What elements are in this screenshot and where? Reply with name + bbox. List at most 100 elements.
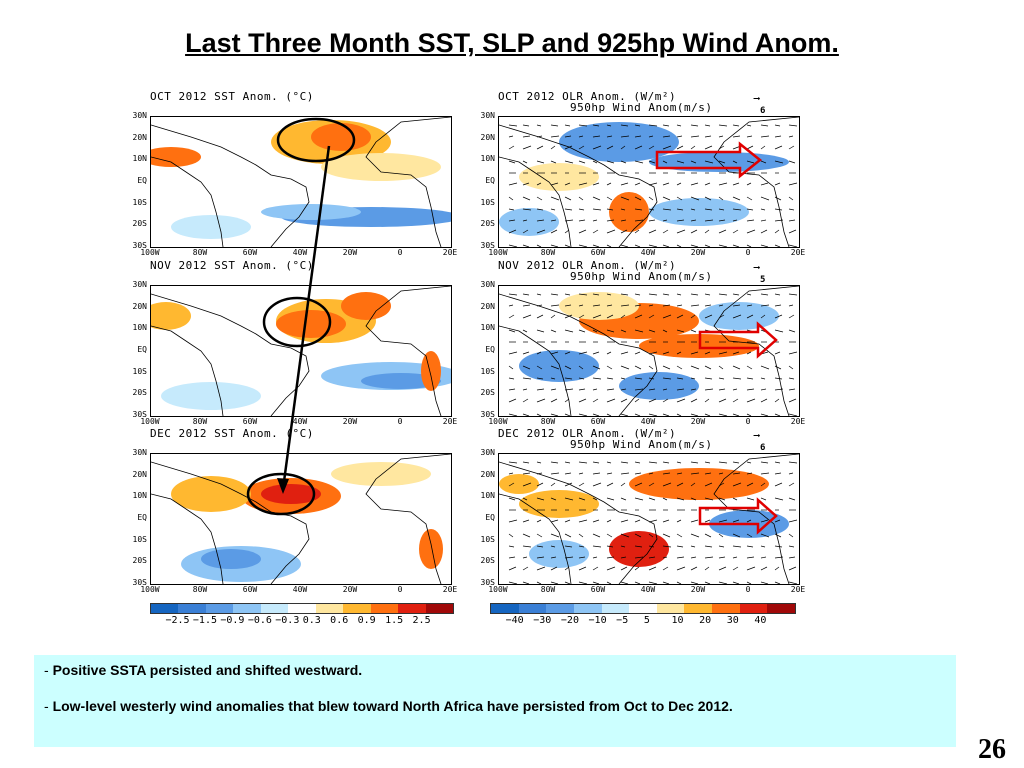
wind-vector <box>536 581 542 584</box>
wind-vector <box>648 413 658 416</box>
wind-vector <box>522 160 528 164</box>
wind-vector <box>774 182 781 186</box>
olr-panel-title: NOV 2012 OLR Anom. (W/m²) <box>498 259 677 272</box>
olr-lon-label: 40W <box>640 248 656 257</box>
wind-vector <box>662 208 672 211</box>
wind-vector <box>634 145 643 150</box>
wind-vector <box>606 388 615 391</box>
sst-lon-label: 100W <box>140 417 160 426</box>
wind-vector <box>634 219 644 222</box>
wind-vector <box>760 566 768 571</box>
wind-vector <box>550 329 557 333</box>
wind-vector <box>634 351 641 355</box>
wind-vector <box>676 304 683 307</box>
wind-vector <box>564 388 574 391</box>
wind-vector <box>676 472 683 475</box>
wind-vector <box>704 244 711 247</box>
wind-vector <box>550 124 559 127</box>
wind-vector <box>550 351 559 355</box>
wind-vector <box>788 461 798 464</box>
wind-vector <box>564 329 574 333</box>
wind-vector <box>662 533 671 538</box>
wind-vector <box>648 351 658 355</box>
wind-vector <box>592 461 600 464</box>
wind-vector <box>634 388 644 391</box>
wind-vector <box>620 413 629 416</box>
wind-vector <box>774 556 784 559</box>
wind-vector <box>550 519 559 523</box>
wind-vector <box>522 314 532 319</box>
wind-vector <box>592 160 598 164</box>
wind-vector <box>634 472 642 475</box>
wind-vector <box>578 519 588 523</box>
wind-vector <box>592 244 600 247</box>
reference-vector-arrow: ⟶ <box>754 263 760 273</box>
wind-vector <box>648 519 658 523</box>
sst-lon-label: 20W <box>342 248 358 257</box>
sst-lat-label: 30N <box>132 448 147 457</box>
wind-vector <box>788 351 798 355</box>
wind-vector <box>676 398 686 403</box>
wind-vector <box>676 413 682 416</box>
wind-vector <box>592 124 600 127</box>
note-1-dash: - <box>44 662 53 678</box>
wind-vector <box>550 497 557 501</box>
wind-vector <box>550 365 560 370</box>
olr-lat-label: 30N <box>480 111 495 120</box>
wind-vector <box>732 365 741 370</box>
wind-vector <box>606 145 614 150</box>
wind-vector <box>774 581 781 584</box>
wind-vector <box>592 182 600 186</box>
wind-vector <box>620 160 627 164</box>
wind-vector <box>676 314 684 319</box>
wind-vector <box>578 293 588 296</box>
wind-vector <box>690 482 696 487</box>
wind-vector <box>662 556 668 559</box>
olr-lon-label: 80W <box>540 585 556 594</box>
wind-vector <box>522 229 529 234</box>
wind-vector <box>564 545 573 548</box>
wind-vector <box>690 229 698 234</box>
sst-0-map <box>150 116 452 248</box>
wind-vector <box>774 196 782 201</box>
wind-vector <box>620 182 629 186</box>
wind-vector <box>606 472 613 475</box>
wind-vector <box>704 545 713 548</box>
wind-vector <box>564 497 574 501</box>
wind-vector <box>508 556 516 559</box>
olr-lat-label: 10N <box>480 154 495 164</box>
wind-vector <box>690 398 698 403</box>
olr-lat-label: 30N <box>480 280 495 289</box>
africa-coastline <box>365 286 451 416</box>
wind-vector <box>592 533 601 538</box>
sst-lat-label: EQ <box>137 513 147 522</box>
wind-vector <box>718 365 724 370</box>
wind-vector <box>676 533 683 538</box>
olr-1-map <box>498 285 800 417</box>
wind-vector <box>592 566 599 571</box>
wind-vector <box>774 533 782 538</box>
wind-vector <box>732 229 739 234</box>
wind-vector <box>746 219 755 222</box>
wind-vector <box>774 472 782 475</box>
wind-vector <box>634 566 640 571</box>
wind-vector <box>746 519 752 523</box>
olr-lon-label: 100W <box>488 417 508 426</box>
olr-lon-label: 60W <box>590 585 606 594</box>
wind-vector <box>676 196 683 201</box>
wind-vector <box>690 351 699 355</box>
wind-vector <box>550 208 556 211</box>
americas-coastline <box>499 124 658 247</box>
wind-vector <box>774 413 781 416</box>
wind-vector <box>662 388 668 391</box>
wind-vector <box>564 293 571 296</box>
wind-vector <box>564 377 573 380</box>
wind-vector <box>536 377 544 380</box>
wind-vector <box>508 545 515 548</box>
wind-vector <box>620 145 626 150</box>
note-1: - Positive SSTA persisted and shifted we… <box>44 659 924 681</box>
wind-vector <box>620 398 628 403</box>
wind-vector <box>648 314 655 319</box>
wind-vector <box>564 461 571 464</box>
reference-vector-arrow: ⟶ <box>754 431 760 441</box>
